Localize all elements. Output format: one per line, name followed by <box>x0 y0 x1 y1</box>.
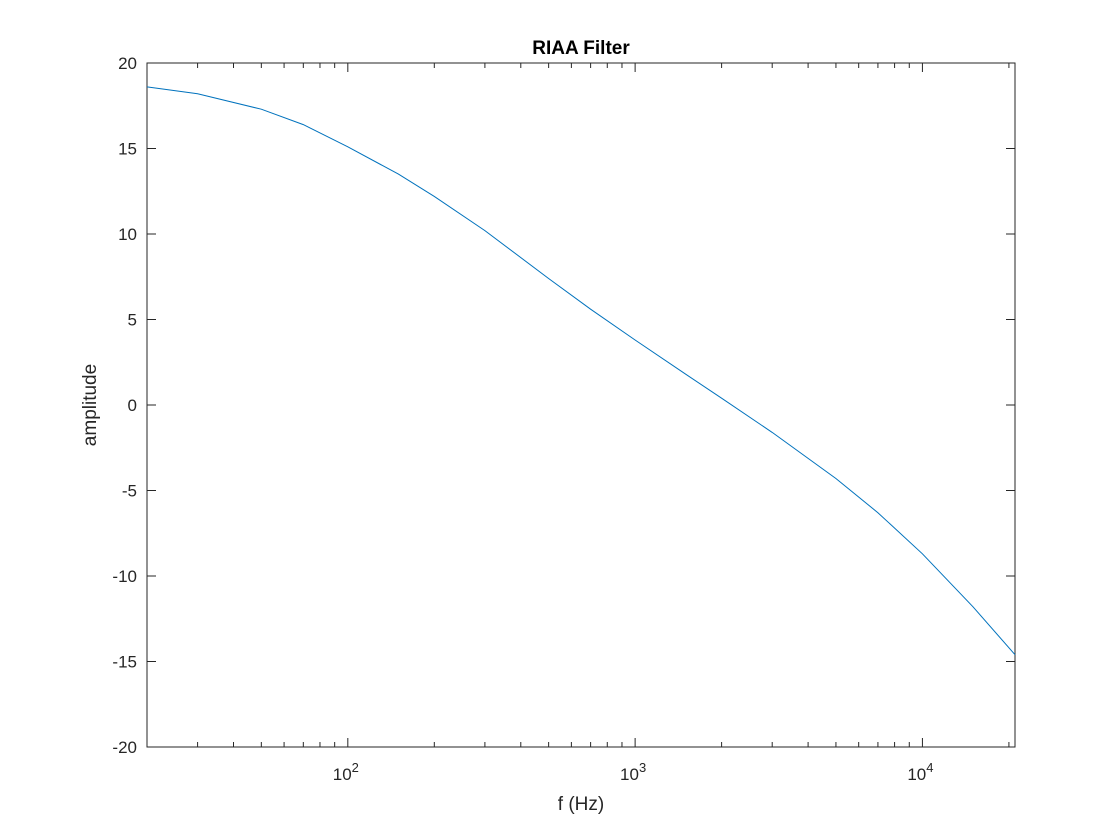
x-tick-exponent: 2 <box>352 760 359 775</box>
plot-area <box>146 62 1016 748</box>
x-tick-base: 10 <box>333 765 352 784</box>
major-ticks <box>147 62 1015 748</box>
axes-box <box>146 62 1016 748</box>
y-tick-label: -10 <box>112 567 137 586</box>
y-tick-label: 5 <box>128 311 137 330</box>
x-axis-title: f (Hz) <box>558 794 604 815</box>
y-tick-label: -5 <box>122 482 137 501</box>
y-axis-title: amplitude <box>80 364 101 446</box>
y-tick-label: 15 <box>118 140 137 159</box>
x-tick-base: 10 <box>907 765 926 784</box>
x-tick-label: 103 <box>620 760 646 784</box>
x-tick-label: 102 <box>333 760 359 784</box>
y-tick-label: -20 <box>112 738 137 757</box>
x-tick-labels: 102 103 104 <box>333 760 934 784</box>
y-tick-label: 0 <box>128 396 137 415</box>
minor-ticks <box>146 63 1010 747</box>
chart-title: RIAA Filter <box>532 38 630 59</box>
y-tick-label: 20 <box>118 54 137 73</box>
x-tick-exponent: 3 <box>639 760 646 775</box>
series-line <box>146 86 1016 656</box>
series-layer <box>146 86 1016 656</box>
x-tick-label: 104 <box>907 760 933 784</box>
x-tick-base: 10 <box>620 765 639 784</box>
y-tick-label: 10 <box>118 225 137 244</box>
y-tick-label: -15 <box>112 653 137 672</box>
y-tick-labels: 20 15 10 5 0 -5 -10 -15 -20 <box>112 54 137 757</box>
x-tick-exponent: 4 <box>926 760 933 775</box>
